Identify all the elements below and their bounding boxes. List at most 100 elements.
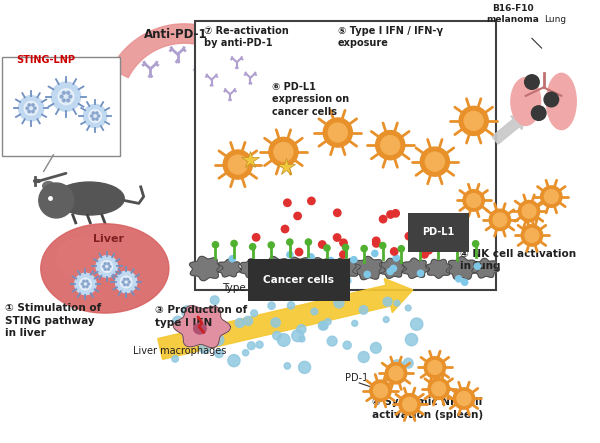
- Text: ⑥ PD-L1
expression on
cancer cells: ⑥ PD-L1 expression on cancer cells: [272, 82, 349, 117]
- Circle shape: [58, 89, 74, 105]
- Circle shape: [436, 231, 443, 238]
- Circle shape: [211, 296, 219, 304]
- Circle shape: [425, 152, 445, 171]
- Circle shape: [380, 242, 386, 249]
- Ellipse shape: [43, 182, 55, 190]
- Circle shape: [328, 257, 334, 264]
- Text: PD-1: PD-1: [344, 373, 368, 383]
- Circle shape: [428, 361, 442, 374]
- Text: Liver macrophages: Liver macrophages: [133, 346, 226, 356]
- Polygon shape: [229, 48, 263, 62]
- Circle shape: [425, 247, 433, 254]
- Circle shape: [493, 213, 507, 227]
- Circle shape: [308, 254, 314, 260]
- Circle shape: [287, 239, 293, 245]
- Circle shape: [287, 252, 293, 258]
- Circle shape: [92, 118, 95, 120]
- Circle shape: [374, 384, 388, 398]
- Circle shape: [104, 263, 106, 265]
- Circle shape: [463, 190, 484, 211]
- Text: Type I IFN in blood: Type I IFN in blood: [223, 283, 317, 293]
- Circle shape: [273, 331, 281, 340]
- Circle shape: [405, 233, 413, 240]
- Circle shape: [399, 394, 420, 415]
- Circle shape: [107, 263, 109, 265]
- Circle shape: [97, 115, 100, 117]
- Text: ③ Production of
type I IFN: ③ Production of type I IFN: [155, 305, 248, 328]
- Circle shape: [305, 239, 311, 245]
- Circle shape: [124, 284, 125, 286]
- Circle shape: [264, 264, 271, 271]
- Circle shape: [311, 308, 317, 315]
- Circle shape: [328, 123, 347, 142]
- Circle shape: [340, 251, 347, 258]
- Circle shape: [473, 241, 479, 247]
- Circle shape: [229, 256, 235, 262]
- Circle shape: [34, 107, 36, 109]
- Circle shape: [247, 342, 255, 350]
- Circle shape: [319, 321, 327, 330]
- Circle shape: [121, 276, 132, 288]
- FancyArrow shape: [492, 116, 526, 144]
- Circle shape: [391, 265, 397, 272]
- Circle shape: [104, 268, 106, 270]
- Polygon shape: [173, 306, 230, 348]
- Circle shape: [284, 199, 291, 206]
- Polygon shape: [190, 256, 223, 281]
- Circle shape: [297, 325, 306, 334]
- Circle shape: [83, 105, 107, 128]
- Circle shape: [101, 260, 113, 272]
- Circle shape: [432, 382, 446, 396]
- Circle shape: [28, 110, 31, 113]
- Circle shape: [32, 104, 34, 106]
- Polygon shape: [379, 258, 406, 278]
- Text: PD-L1: PD-L1: [422, 227, 454, 237]
- Circle shape: [467, 194, 481, 207]
- Circle shape: [86, 280, 88, 282]
- Polygon shape: [307, 258, 338, 280]
- Circle shape: [299, 361, 311, 373]
- Circle shape: [389, 366, 403, 380]
- Circle shape: [364, 271, 370, 277]
- Circle shape: [323, 118, 352, 147]
- Text: Liver: Liver: [93, 234, 124, 244]
- Circle shape: [359, 306, 368, 314]
- Circle shape: [320, 322, 328, 330]
- Circle shape: [62, 91, 65, 94]
- Circle shape: [385, 362, 407, 384]
- Circle shape: [212, 334, 224, 346]
- Circle shape: [459, 106, 488, 136]
- Circle shape: [428, 378, 449, 400]
- Circle shape: [88, 283, 89, 285]
- Circle shape: [223, 150, 253, 179]
- Circle shape: [253, 233, 260, 241]
- Circle shape: [455, 276, 462, 282]
- Text: Cancer cells: Cancer cells: [263, 275, 334, 285]
- Circle shape: [19, 96, 44, 121]
- Text: Lung: Lung: [544, 15, 566, 24]
- Circle shape: [532, 106, 546, 120]
- Text: ⑤ Type I IFN / IFN-γ
exposure: ⑤ Type I IFN / IFN-γ exposure: [338, 26, 443, 48]
- Polygon shape: [353, 256, 385, 280]
- Circle shape: [376, 131, 405, 160]
- Polygon shape: [446, 256, 478, 279]
- Circle shape: [86, 286, 88, 288]
- Text: ④ NK cell activation
in lung: ④ NK cell activation in lung: [460, 249, 576, 272]
- Ellipse shape: [55, 182, 124, 215]
- Ellipse shape: [511, 78, 541, 125]
- Circle shape: [229, 155, 247, 174]
- Circle shape: [28, 104, 31, 106]
- Circle shape: [116, 271, 137, 293]
- Circle shape: [128, 281, 130, 283]
- Circle shape: [373, 240, 380, 247]
- Circle shape: [62, 99, 65, 102]
- Circle shape: [351, 256, 357, 263]
- Circle shape: [173, 316, 183, 326]
- Circle shape: [324, 245, 330, 251]
- Circle shape: [391, 360, 403, 372]
- Circle shape: [200, 343, 209, 353]
- Circle shape: [127, 284, 129, 286]
- Circle shape: [268, 242, 274, 248]
- Polygon shape: [111, 24, 243, 78]
- Circle shape: [332, 269, 338, 275]
